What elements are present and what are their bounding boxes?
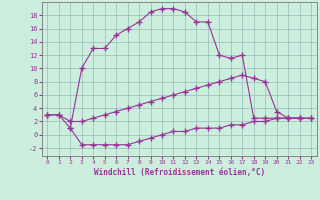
X-axis label: Windchill (Refroidissement éolien,°C): Windchill (Refroidissement éolien,°C)	[94, 168, 265, 177]
